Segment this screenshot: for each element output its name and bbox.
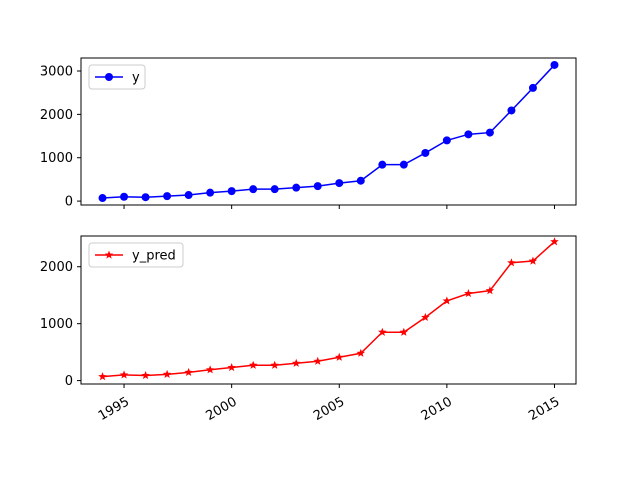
data-point xyxy=(98,194,107,203)
data-point xyxy=(227,187,236,196)
axes-frame xyxy=(80,57,577,206)
legend-box xyxy=(88,242,184,268)
series-line xyxy=(102,241,555,378)
y-tick-label: 1000 xyxy=(40,151,73,166)
data-point xyxy=(421,312,430,322)
data-point xyxy=(442,136,451,145)
data-point xyxy=(270,360,279,369)
data-point xyxy=(98,372,107,381)
x-tick-label: 2000 xyxy=(203,394,239,424)
data-point xyxy=(399,327,409,336)
data-point xyxy=(313,182,322,191)
axes-frame xyxy=(80,235,577,385)
data-point xyxy=(162,369,172,378)
data-point xyxy=(206,188,215,197)
data-point xyxy=(378,327,387,336)
data-point xyxy=(313,356,323,365)
data-point xyxy=(119,370,129,379)
data-point xyxy=(485,286,495,295)
data-point xyxy=(528,256,538,265)
data-point xyxy=(334,352,344,361)
legend-marker xyxy=(105,73,113,81)
data-point xyxy=(335,179,344,188)
data-point xyxy=(184,191,193,200)
x-tick-label: 2015 xyxy=(526,394,562,424)
legend-label: y_pred xyxy=(132,249,176,264)
data-point xyxy=(485,128,494,137)
data-point xyxy=(356,348,366,357)
data-point xyxy=(141,193,150,202)
y-tick-label: 0 xyxy=(65,374,73,389)
data-point xyxy=(249,185,258,194)
data-point xyxy=(550,237,559,246)
data-point xyxy=(464,288,473,298)
data-point xyxy=(205,365,215,374)
series-line xyxy=(102,64,556,199)
data-point xyxy=(464,130,473,139)
data-point xyxy=(442,296,452,305)
y-tick-label: 1000 xyxy=(40,317,73,332)
data-point xyxy=(507,106,516,115)
y-tick-label: 3000 xyxy=(40,65,73,80)
data-point xyxy=(399,160,408,169)
x-tick-label: 1995 xyxy=(96,394,132,424)
data-point xyxy=(378,160,387,169)
x-tick-label: 2005 xyxy=(311,394,347,424)
data-point xyxy=(184,367,193,376)
data-point xyxy=(292,183,301,192)
chart-bottom: 0 1000 2000 1995 2000 2005 2010 2015 y_pred xyxy=(40,235,577,424)
data-point xyxy=(227,362,236,372)
chart-top: 0 1000 2000 3000 y xyxy=(40,57,577,210)
data-point xyxy=(163,192,172,201)
legend-label: y xyxy=(132,71,140,86)
data-point xyxy=(248,360,258,369)
data-point xyxy=(291,358,301,367)
data-point xyxy=(120,192,129,201)
data-point xyxy=(141,370,150,380)
legend-marker xyxy=(104,250,114,259)
y-tick-label: 2000 xyxy=(40,108,73,123)
data-point xyxy=(528,83,537,92)
y-tick-label: 2000 xyxy=(40,260,73,275)
x-tick-label: 2010 xyxy=(419,394,455,424)
data-point xyxy=(550,60,559,69)
y-tick-label: 0 xyxy=(65,195,73,210)
data-point xyxy=(356,176,365,185)
data-point xyxy=(421,148,430,157)
data-point xyxy=(270,185,279,194)
data-point xyxy=(507,258,516,267)
